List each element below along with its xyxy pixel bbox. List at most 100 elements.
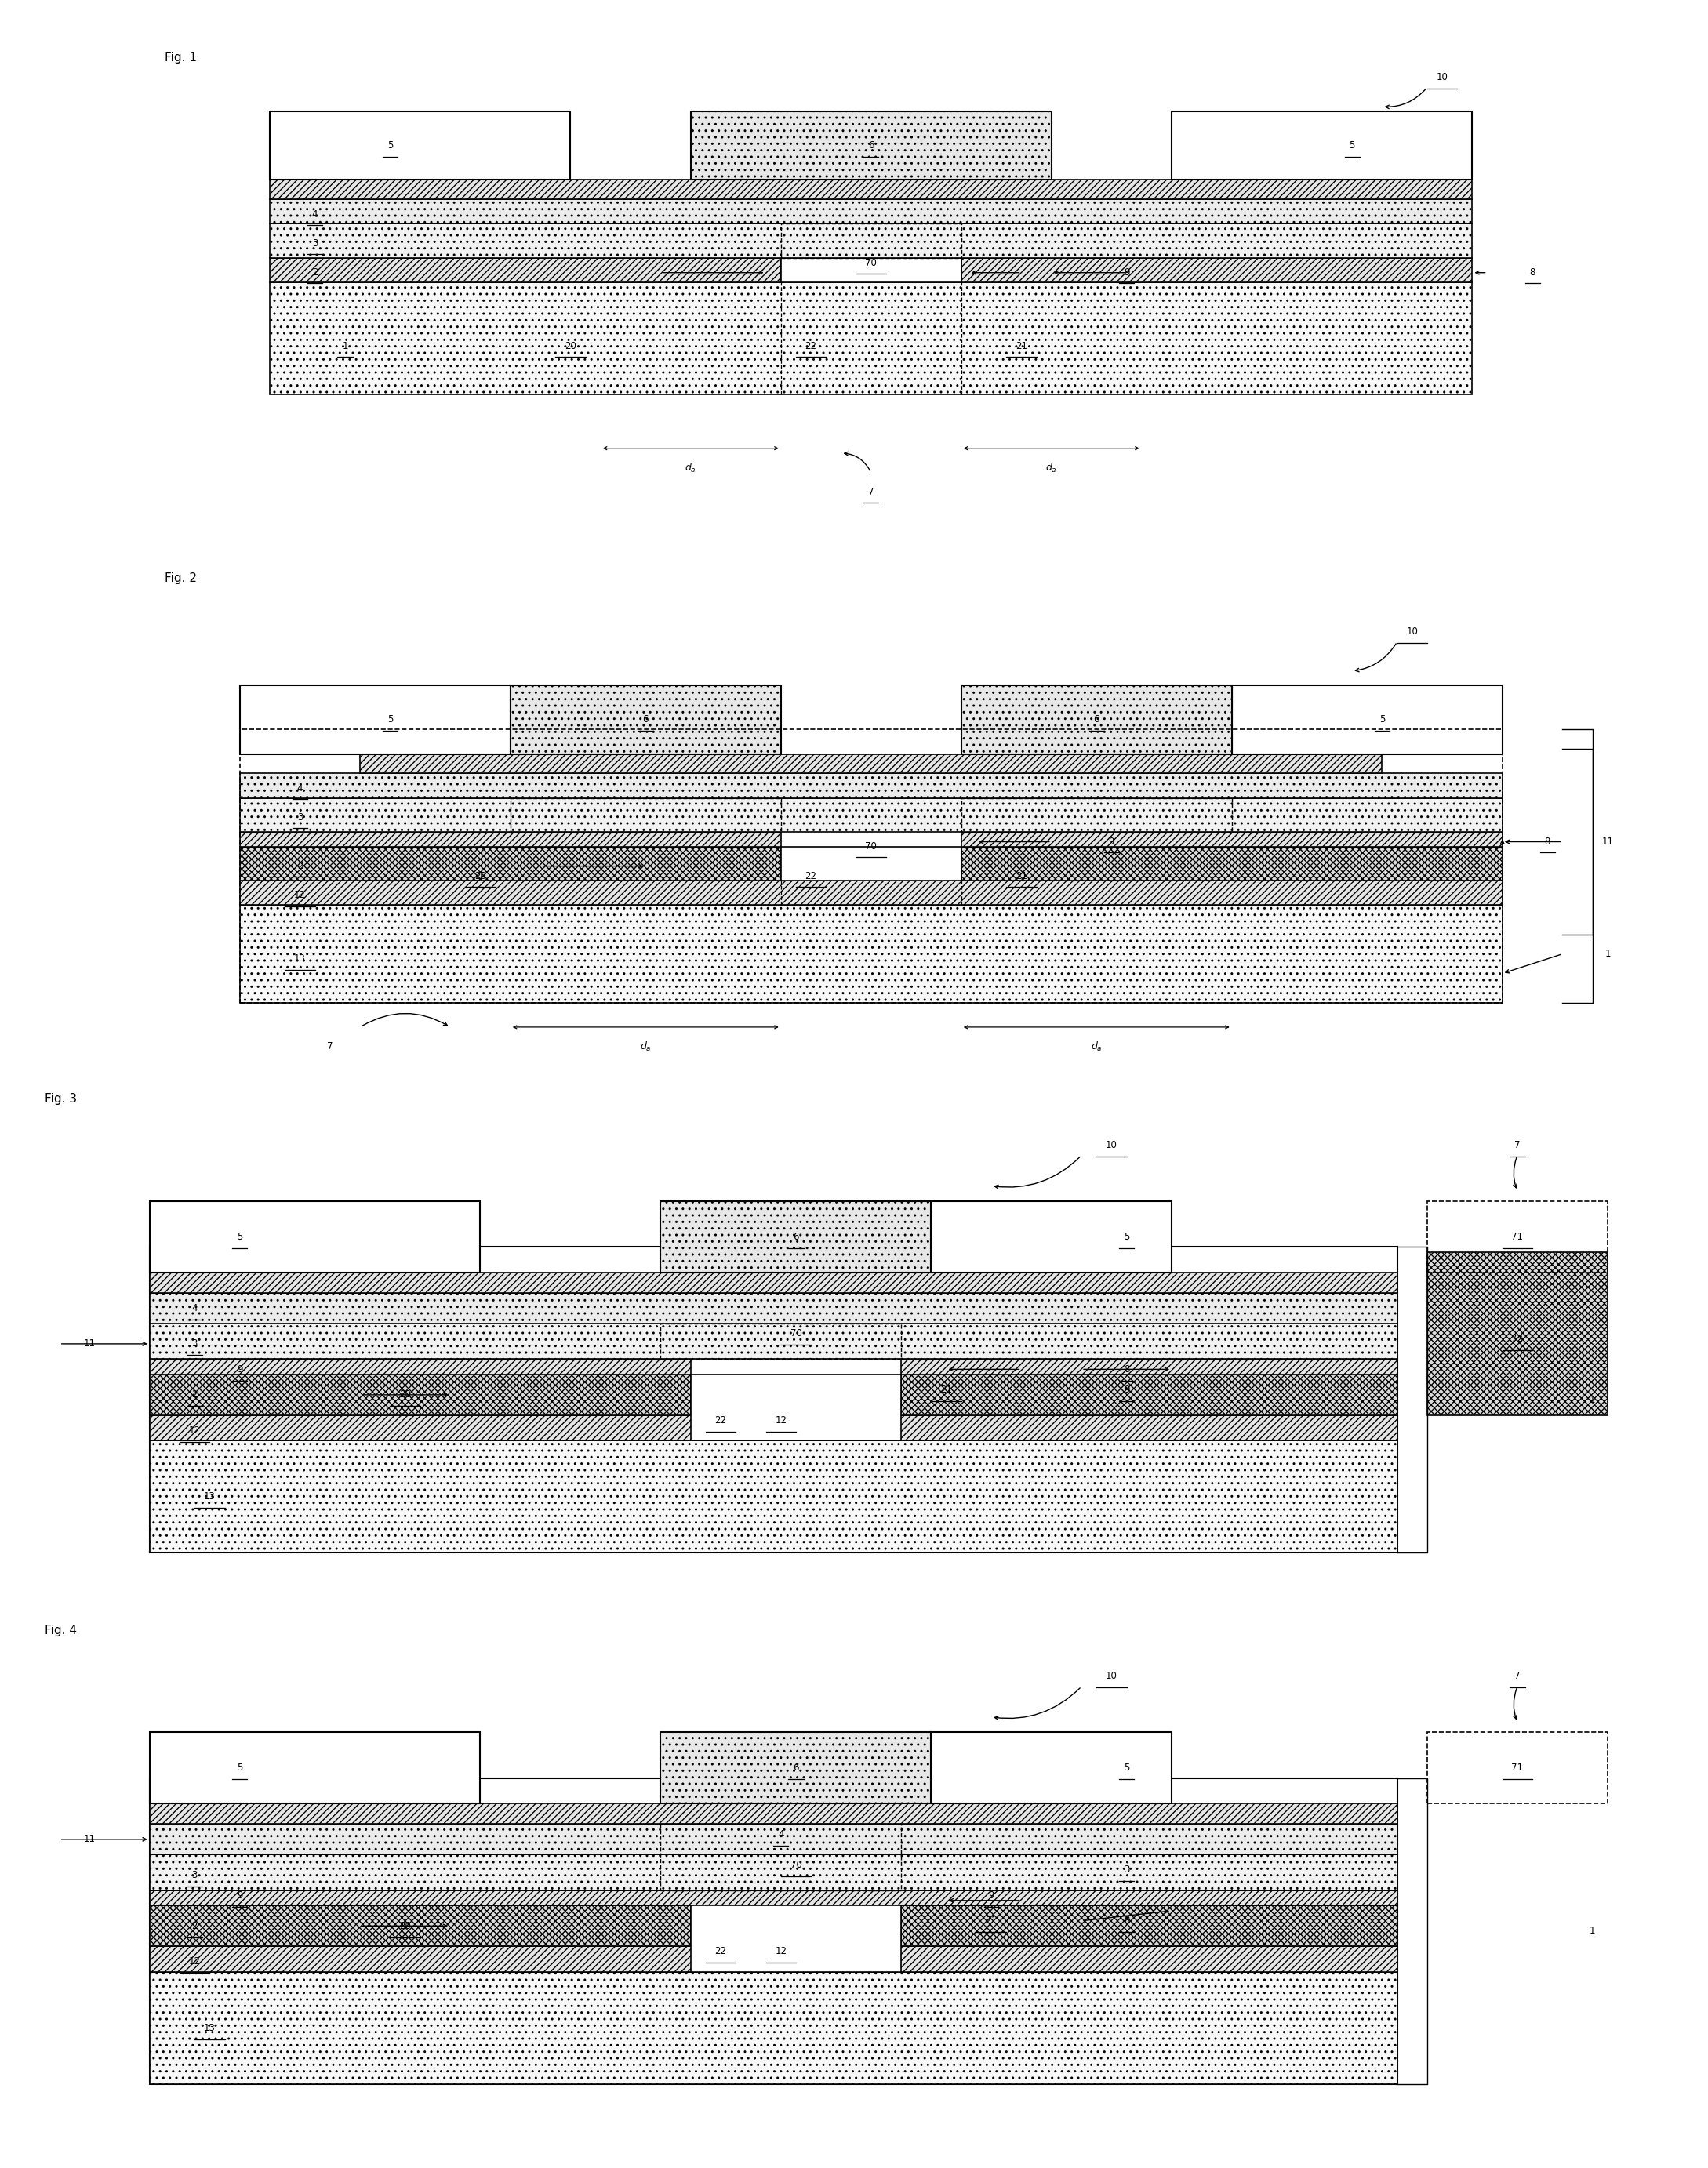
- Text: 12: 12: [775, 1416, 787, 1424]
- Text: 1: 1: [342, 340, 348, 351]
- Text: 12: 12: [775, 1947, 787, 1956]
- Bar: [150, 1416, 1397, 1440]
- Text: 20: 20: [400, 1390, 412, 1401]
- Text: 20: 20: [565, 340, 576, 351]
- Text: 5: 5: [1124, 1763, 1129, 1773]
- Bar: [270, 223, 1472, 258]
- Bar: [150, 1322, 1397, 1359]
- Text: 2: 2: [191, 1921, 198, 1932]
- Bar: [270, 282, 1472, 395]
- Text: 3: 3: [297, 813, 302, 822]
- Bar: [150, 1292, 1397, 1322]
- Bar: [690, 1375, 902, 1440]
- Text: 9: 9: [237, 1364, 243, 1375]
- Text: Fig. 3: Fig. 3: [44, 1093, 77, 1106]
- Bar: [150, 1375, 690, 1416]
- Text: 5: 5: [1380, 715, 1385, 724]
- Text: 2: 2: [191, 1390, 198, 1401]
- Text: 6: 6: [1093, 715, 1100, 724]
- Text: 13: 13: [203, 2023, 215, 2034]
- Bar: [902, 1375, 1397, 1416]
- Bar: [150, 1273, 1397, 1292]
- Text: 10: 10: [1105, 1672, 1117, 1682]
- Bar: [239, 833, 781, 848]
- Bar: [239, 728, 1503, 1002]
- Bar: [239, 798, 1503, 833]
- Text: 70: 70: [866, 258, 876, 269]
- Text: 22: 22: [804, 340, 816, 351]
- Text: 9: 9: [989, 1890, 994, 1901]
- Text: 5: 5: [1349, 141, 1354, 152]
- Bar: [962, 848, 1503, 880]
- Bar: [150, 1440, 1397, 1552]
- Bar: [270, 199, 1472, 223]
- Text: Fig. 1: Fig. 1: [164, 52, 196, 63]
- Text: 71: 71: [1512, 1763, 1524, 1773]
- Bar: [661, 1732, 931, 1804]
- Bar: [661, 1823, 902, 1890]
- Bar: [931, 1732, 1172, 1804]
- Text: 5: 5: [1124, 1231, 1129, 1242]
- Bar: [270, 258, 781, 282]
- Text: 21: 21: [1016, 340, 1027, 351]
- Text: 13: 13: [294, 954, 306, 965]
- Bar: [1428, 1201, 1607, 1273]
- Text: Fig. 4: Fig. 4: [44, 1624, 77, 1637]
- Bar: [150, 1947, 1397, 1973]
- Text: 20: 20: [475, 872, 487, 880]
- Bar: [690, 113, 1052, 180]
- Text: 10: 10: [1406, 627, 1418, 637]
- Bar: [781, 223, 962, 258]
- Text: 6: 6: [793, 1763, 799, 1773]
- Text: 12: 12: [190, 1956, 200, 1966]
- Bar: [690, 1906, 902, 1973]
- Text: 21: 21: [986, 1917, 997, 1925]
- Bar: [150, 1201, 480, 1273]
- Bar: [150, 1973, 1397, 2083]
- Bar: [902, 1359, 1397, 1375]
- Text: 7: 7: [1515, 1140, 1520, 1151]
- Text: 4: 4: [313, 208, 318, 219]
- Bar: [239, 880, 1503, 906]
- Text: 11: 11: [84, 1834, 96, 1845]
- Text: 4: 4: [297, 783, 302, 793]
- Text: 70: 70: [791, 1329, 801, 1340]
- Text: 5: 5: [388, 141, 393, 152]
- Text: 6: 6: [868, 141, 874, 152]
- Text: 22: 22: [716, 1947, 726, 1956]
- Text: 6: 6: [642, 715, 649, 724]
- Text: $d_a$: $d_a$: [640, 1041, 651, 1054]
- Bar: [1172, 113, 1472, 180]
- Text: 5: 5: [237, 1763, 243, 1773]
- Text: 2: 2: [313, 267, 318, 278]
- Text: $d_a$: $d_a$: [1045, 462, 1057, 475]
- Text: 9: 9: [1124, 267, 1129, 278]
- Text: 11: 11: [1602, 837, 1614, 848]
- Bar: [150, 1890, 1397, 1906]
- Text: 8: 8: [1544, 837, 1551, 848]
- Bar: [150, 1854, 1397, 1890]
- Bar: [1428, 1253, 1607, 1416]
- Text: 4: 4: [777, 1830, 784, 1838]
- Text: 8: 8: [1124, 1917, 1129, 1925]
- Bar: [511, 685, 781, 754]
- Text: 10: 10: [1436, 72, 1448, 82]
- Text: 70: 70: [866, 841, 876, 852]
- Bar: [150, 1906, 690, 1947]
- Text: 9: 9: [1124, 1385, 1129, 1394]
- Text: 21: 21: [1016, 872, 1027, 880]
- Text: 8: 8: [1124, 1364, 1129, 1375]
- Text: 9: 9: [237, 1890, 243, 1901]
- Bar: [270, 180, 1472, 199]
- Text: 13: 13: [203, 1492, 215, 1502]
- Bar: [239, 848, 781, 880]
- Bar: [661, 1201, 931, 1273]
- Bar: [511, 798, 781, 833]
- Bar: [150, 1823, 1397, 1854]
- Bar: [150, 1247, 1397, 1552]
- Text: 72: 72: [1512, 1333, 1524, 1344]
- Text: 1: 1: [1590, 1394, 1595, 1405]
- Bar: [239, 774, 1503, 798]
- Bar: [1231, 685, 1503, 754]
- Bar: [962, 258, 1472, 282]
